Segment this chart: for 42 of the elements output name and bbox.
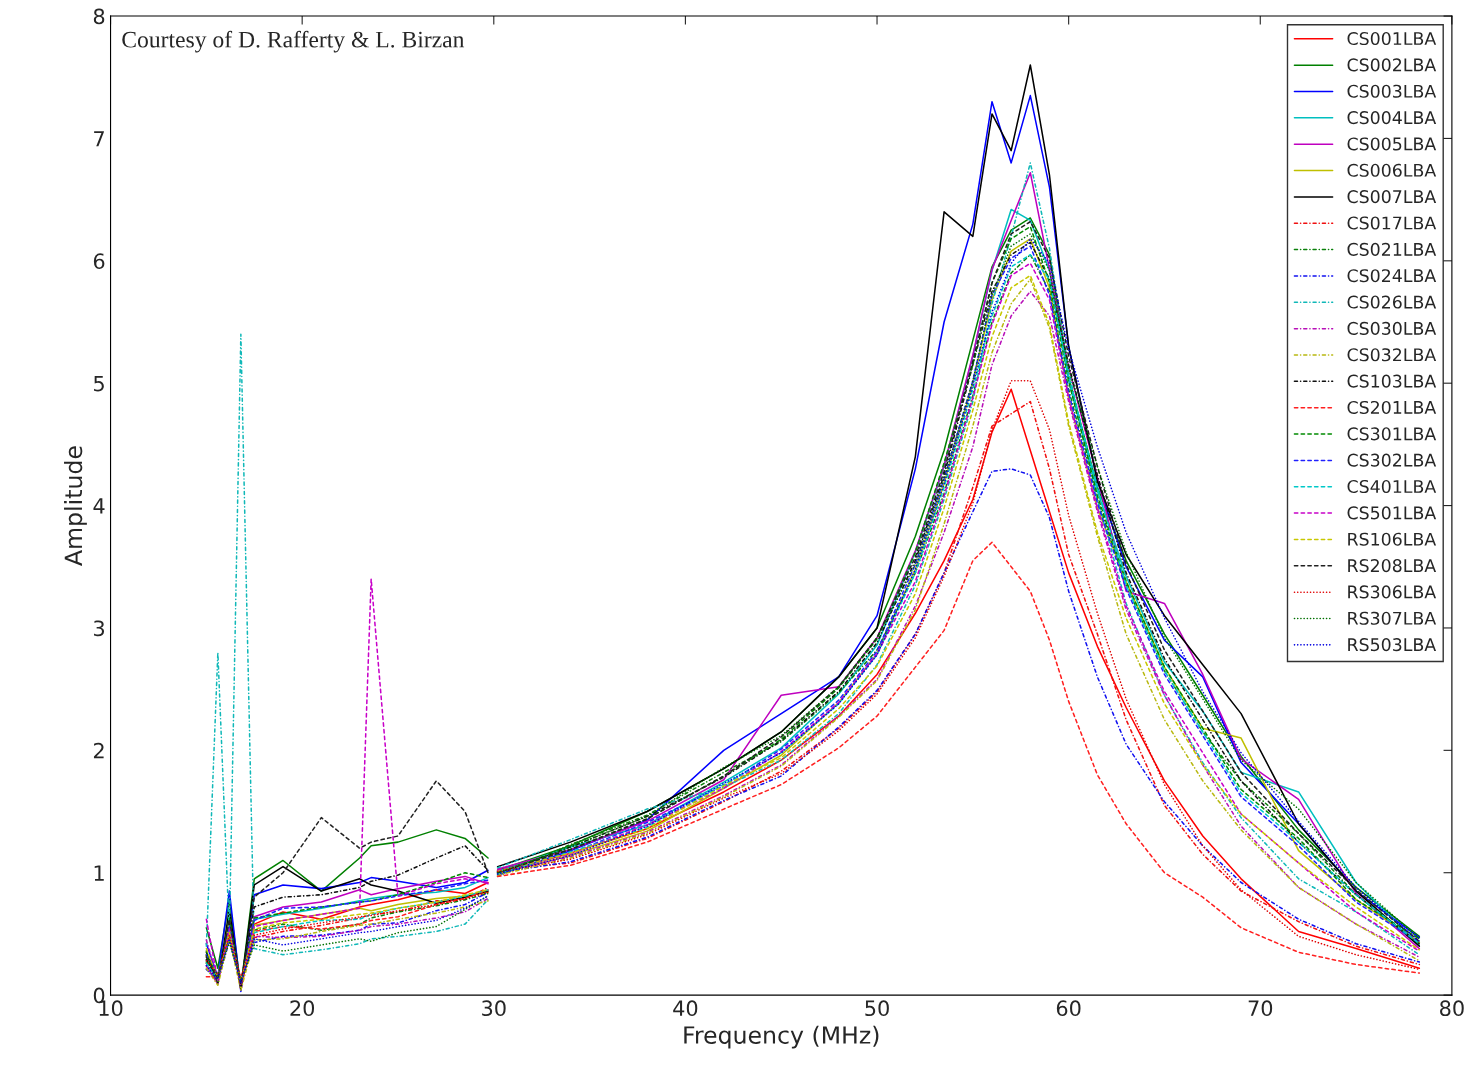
legend-label: CS501LBA bbox=[1347, 506, 1437, 520]
legend-label: CS003LBA bbox=[1347, 84, 1437, 98]
y-tick-label: 3 bbox=[94, 620, 105, 637]
legend-label: CS032LBA bbox=[1347, 348, 1437, 362]
legend-label: CS001LBA bbox=[1347, 31, 1437, 46]
legend-label: CS301LBA bbox=[1347, 427, 1437, 441]
legend-label: CS201LBA bbox=[1347, 400, 1437, 415]
legend-label: CS017LBA bbox=[1347, 216, 1437, 230]
legend-label: CS103LBA bbox=[1347, 374, 1437, 388]
x-tick-label: 70 bbox=[1248, 1000, 1273, 1017]
legend-label: CS006LBA bbox=[1347, 163, 1437, 177]
y-tick-label: 6 bbox=[93, 253, 105, 270]
x-tick-label: 50 bbox=[865, 1000, 889, 1017]
y-tick-label: 1 bbox=[94, 865, 104, 881]
x-tick-label: 80 bbox=[1440, 1000, 1464, 1017]
y-tick-label: 2 bbox=[93, 742, 104, 759]
legend-label: CS401LBA bbox=[1347, 479, 1437, 494]
legend-label: CS002LBA bbox=[1347, 58, 1437, 72]
y-tick-label: 8 bbox=[93, 8, 105, 25]
legend-label: CS021LBA bbox=[1347, 242, 1437, 256]
legend-label: RS307LBA bbox=[1348, 611, 1437, 625]
legend-label: CS026LBA bbox=[1347, 295, 1437, 309]
legend-label: CS007LBA bbox=[1347, 190, 1437, 204]
x-tick-label: 60 bbox=[1056, 1000, 1081, 1017]
y-axis-title: Amplitude bbox=[64, 446, 87, 566]
x-tick-label: 40 bbox=[673, 1000, 698, 1017]
legend-label: RS306LBA bbox=[1348, 585, 1437, 599]
legend-label: RS106LBA bbox=[1348, 532, 1437, 546]
x-axis-title: Frequency (MHz) bbox=[684, 1025, 879, 1049]
legend-label: RS208LBA bbox=[1348, 559, 1437, 573]
y-tick-label: 5 bbox=[94, 375, 104, 392]
y-tick-label: 4 bbox=[93, 498, 105, 514]
legend-label: CS004LBA bbox=[1347, 111, 1437, 125]
legend-label: CS005LBA bbox=[1347, 137, 1437, 151]
annotation: Courtesy of D. Rafferty & L. Birzan bbox=[122, 30, 465, 53]
y-tick-label: 7 bbox=[94, 131, 104, 147]
legend-label: CS030LBA bbox=[1347, 321, 1437, 335]
legend-label: CS024LBA bbox=[1347, 269, 1437, 283]
x-tick-label: 30 bbox=[482, 1000, 506, 1017]
legend-label: CS302LBA bbox=[1347, 453, 1437, 467]
x-tick-label: 20 bbox=[290, 1000, 315, 1017]
legend-label: RS503LBA bbox=[1348, 638, 1437, 652]
